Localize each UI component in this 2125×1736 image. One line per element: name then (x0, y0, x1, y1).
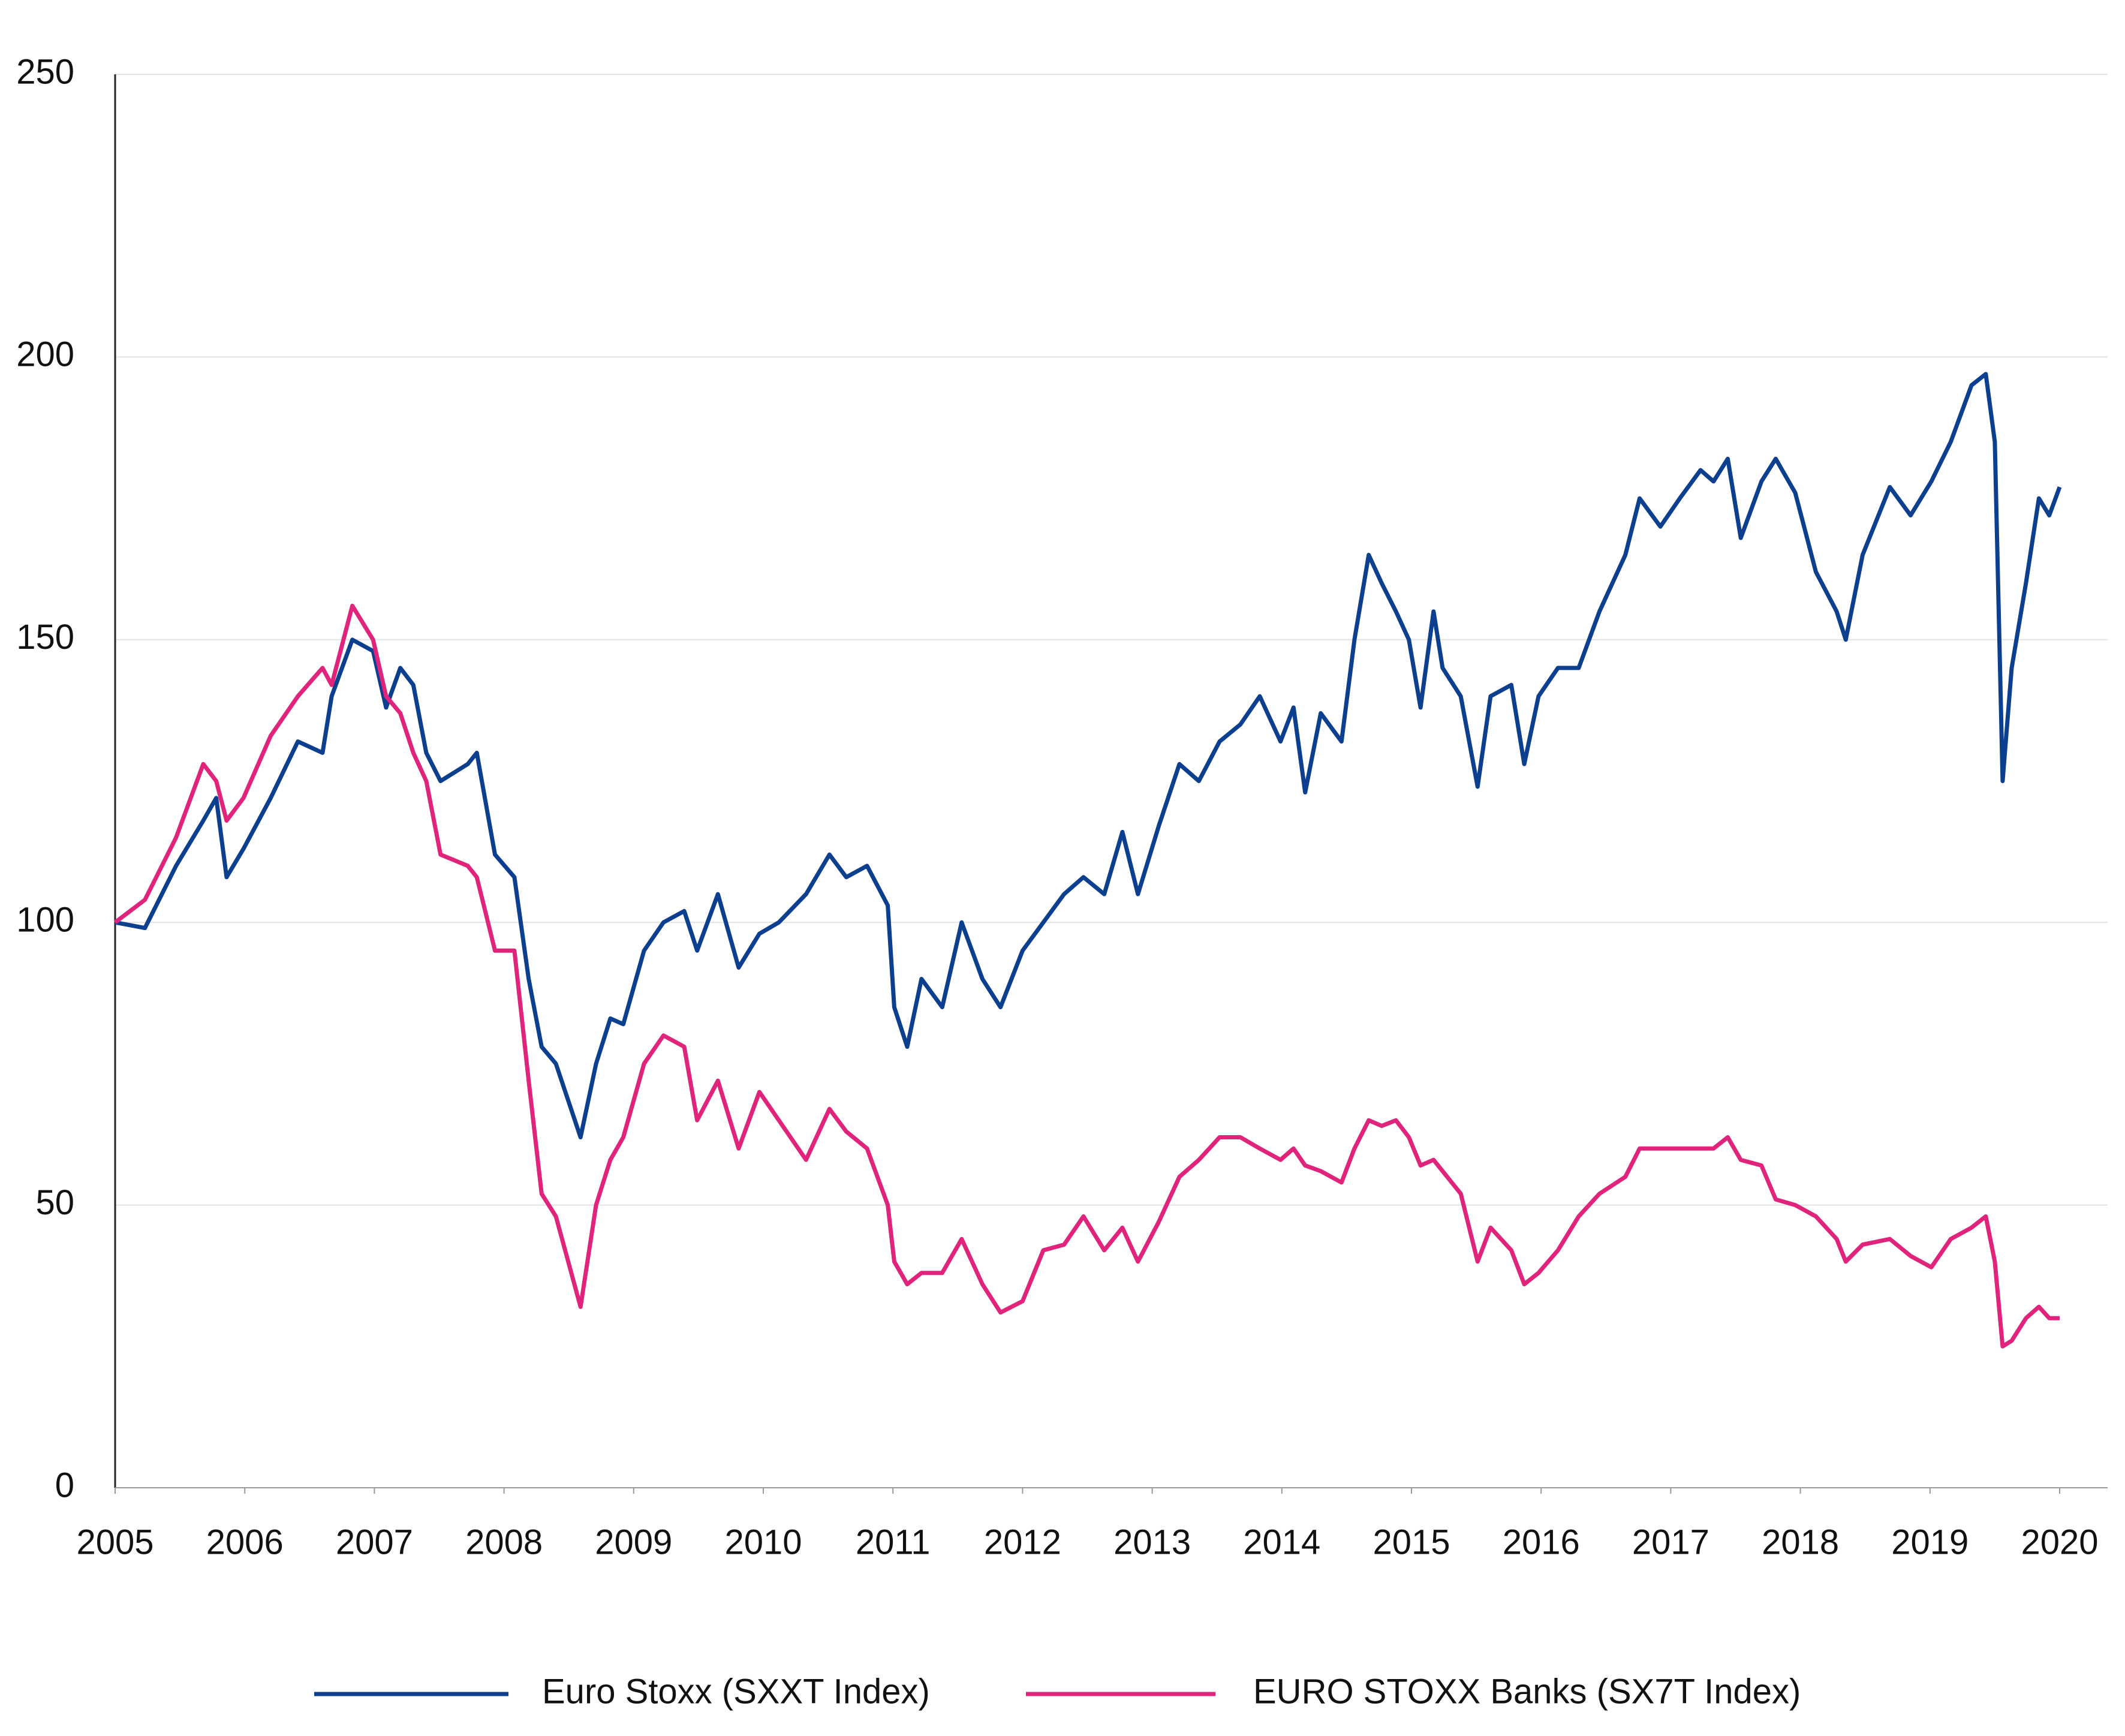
x-tick-label: 2018 (1762, 1523, 1839, 1562)
x-tick-label: 2019 (1891, 1523, 1969, 1562)
series-line (115, 372, 2062, 1139)
x-tick-label: 2010 (724, 1523, 802, 1562)
legend-label: EURO STOXX Banks (SX7T Index) (1253, 1672, 1801, 1711)
x-tick-label: 2020 (2021, 1523, 2098, 1562)
x-tick-label: 2015 (1372, 1523, 1450, 1562)
x-tick-label: 2016 (1503, 1523, 1580, 1562)
y-tick-label: 50 (35, 1183, 74, 1222)
series-line (113, 603, 2060, 1349)
y-tick-label: 0 (55, 1466, 74, 1505)
x-tick-label: 2008 (465, 1523, 543, 1562)
x-tick-label: 2007 (336, 1523, 413, 1562)
x-tick-label: 2017 (1632, 1523, 1709, 1562)
x-tick-label: 2006 (206, 1523, 284, 1562)
y-tick-label: 200 (16, 335, 74, 374)
x-tick-label: 2009 (595, 1523, 672, 1562)
x-tick-label: 2014 (1243, 1523, 1320, 1562)
x-tick-label: 2012 (984, 1523, 1061, 1562)
legend-label: Euro Stoxx (SXXT Index) (542, 1672, 930, 1711)
x-tick-label: 2013 (1113, 1523, 1191, 1562)
y-tick-label: 250 (16, 52, 74, 91)
y-tick-label: 100 (16, 901, 74, 940)
y-tick-label: 150 (16, 618, 74, 657)
x-tick-label: 2011 (856, 1523, 931, 1562)
x-tick-label: 2005 (76, 1523, 153, 1562)
